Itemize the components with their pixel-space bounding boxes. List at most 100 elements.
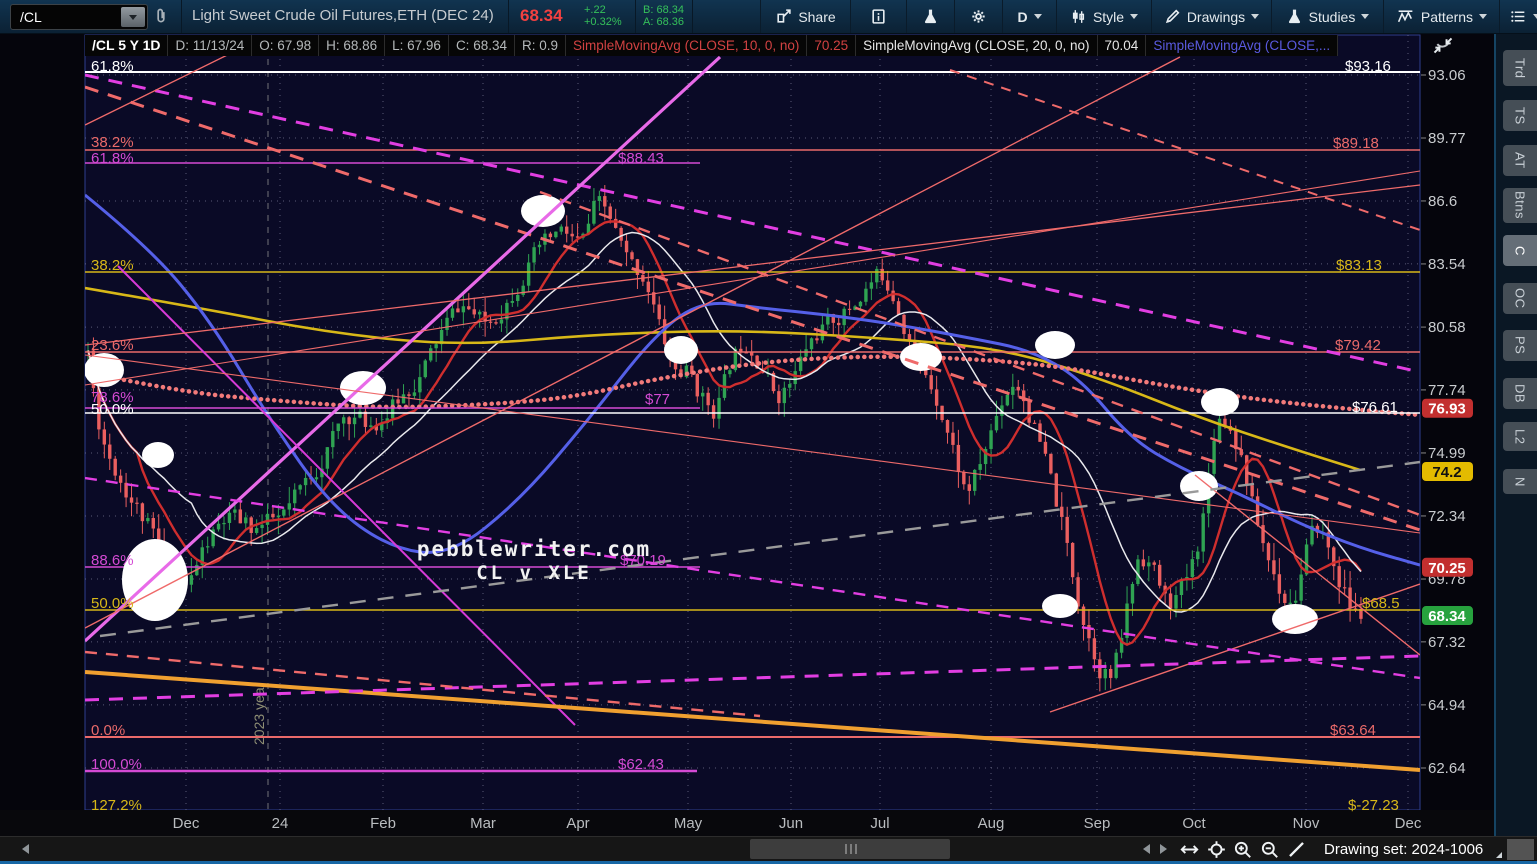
svg-text:68.34: 68.34 [1428,608,1466,625]
price-chart-canvas[interactable]: 2023 year 61.8% $93.16 38.2% $89.18 61.8% $88.… [0,33,1497,836]
svg-text:$77: $77 [645,391,670,408]
moving-average-lines [85,193,1420,646]
nav-left-icon[interactable] [1143,844,1150,854]
pencil-icon [1164,8,1181,25]
chart-menu-button[interactable] [1499,0,1537,33]
svg-text:Dec: Dec [173,815,200,832]
crosshair-icon[interactable] [1207,840,1226,859]
svg-text:$93.16: $93.16 [1345,58,1391,75]
style-button-label: Style [1092,8,1125,25]
study-value: 70.25 [807,35,857,56]
year-marker: 2023 year [251,35,269,810]
note-icon [870,8,887,25]
svg-text:89.77: 89.77 [1428,130,1466,147]
drawing-set-label[interactable]: Drawing set: 2024-1006 [1324,841,1484,858]
trendline-drawings[interactable] [85,35,1420,772]
scroll-left-icon[interactable] [22,844,29,854]
chevron-down-icon [1361,14,1370,19]
svg-text:86.6: 86.6 [1428,193,1457,210]
toolbar-separator [692,0,693,33]
study-value: 70.04 [1097,35,1147,56]
gadget-tab-btns[interactable]: Btns [1503,188,1537,223]
ohlc-field: H: 68.86 [319,35,386,56]
share-button-label: Share [798,8,836,25]
ask-value: A: 68.36 [643,16,684,28]
gadget-tab-oc[interactable]: OC [1503,283,1537,314]
toolbar-separator [508,0,509,33]
gadget-tab-at[interactable]: AT [1503,145,1537,176]
svg-text:Oct: Oct [1182,815,1206,832]
price-axis-ticks: 93.06 89.77 86.6 83.54 80.58 77.74 74.99 72.34 6… [1421,67,1466,777]
drawings-button-label: Drawings [1186,8,1246,25]
bid-ask: B: 68.34 A: 68.36 [643,4,684,28]
symbol-input-group[interactable]: /CL [10,4,148,30]
chart-header-strip: /CL 5 Y 1D D: 11/13/24 O: 67.98 H: 68.86 L: … [85,35,1339,56]
gadget-tab-l2[interactable]: L2 [1503,422,1537,451]
gadget-tab-ts[interactable]: TS [1503,100,1537,131]
scrollbar-thumb[interactable] [750,839,950,859]
svg-text:0.0%: 0.0% [91,722,125,739]
timeframe-button-label: D [1017,8,1028,25]
zoom-in-icon[interactable] [1233,840,1252,859]
svg-text:CL v XLE: CL v XLE [476,562,592,584]
settings-button[interactable] [954,0,1002,33]
study-label: SimpleMovingAvg (CLOSE, 10, 0, no) [566,35,808,56]
svg-text:127.2%: 127.2% [91,797,142,814]
share-icon [775,8,792,25]
chart-status-bar: Drawing set: 2024-1006 [0,836,1537,862]
fib-level-labels: 61.8% $93.16 38.2% $89.18 61.8% $88.43 38.2% $8… [91,58,1400,814]
drawing-set-caret-icon[interactable] [1496,852,1502,858]
svg-text:$-27.23: $-27.23 [1348,797,1399,814]
resize-grip[interactable] [1507,839,1534,860]
pan-icon[interactable] [1180,840,1199,859]
svg-text:Dec: Dec [1395,815,1422,832]
svg-text:$76.61: $76.61 [1352,399,1398,416]
last-price: 68.34 [520,6,563,25]
gadget-tab-db[interactable]: DB [1503,378,1537,409]
fib-level-lines[interactable] [85,71,1420,773]
symbol-input[interactable]: /CL [20,9,42,25]
svg-text:$83.13: $83.13 [1336,257,1382,274]
draw-icon[interactable] [1287,840,1306,859]
svg-text:67.32: 67.32 [1428,634,1466,651]
svg-text:74.2: 74.2 [1432,464,1461,481]
svg-text:Jun: Jun [779,815,803,832]
list-icon [1510,8,1527,25]
price-change: +.22 +0.32% [584,4,622,28]
svg-text:50.0%: 50.0% [91,401,134,418]
nav-right-icon[interactable] [1160,844,1167,854]
gadget-tab-n[interactable]: N [1503,469,1537,494]
share-button[interactable]: Share [760,0,850,33]
svg-text:Aug: Aug [978,815,1005,832]
candles-icon [1070,8,1087,25]
svg-text:38.2%: 38.2% [91,257,134,274]
patterns-button[interactable]: Patterns [1383,0,1499,33]
studies-button-label: Studies [1308,8,1356,25]
patterns-button-label: Patterns [1420,8,1474,25]
chart-toolbar: /CL Light Sweet Crude Oil Futures,ETH (D… [0,0,1537,34]
chevron-down-icon [1033,14,1042,19]
time-axis-labels: Dec 24 Feb Mar Apr May Jun Jul Aug Sep Oct Nov Dec [173,815,1422,832]
gadget-tab-c[interactable]: C [1503,235,1537,266]
drawings-button[interactable]: Drawings [1151,0,1271,33]
timeframe-button[interactable]: D [1002,0,1056,33]
link-charts-icon[interactable] [152,7,170,25]
gadget-tab-trd[interactable]: Trd [1503,50,1537,86]
svg-text:88.6%: 88.6% [91,552,134,569]
svg-text:74.99: 74.99 [1428,445,1466,462]
fit-to-window-icon[interactable] [1431,37,1457,55]
svg-text:$63.64: $63.64 [1330,722,1376,739]
symbol-dropdown-button[interactable] [121,7,145,27]
style-button[interactable]: Style [1056,0,1151,33]
zoom-out-icon[interactable] [1260,840,1279,859]
studies-button[interactable]: Studies [1271,0,1383,33]
quick-study-button[interactable] [906,0,954,33]
svg-text:$68.5: $68.5 [1362,595,1400,612]
chevron-down-icon [1130,14,1139,19]
study-label: SimpleMovingAvg (CLOSE, 20, 0, no) [856,35,1098,56]
notes-button[interactable] [850,0,906,33]
gadget-tab-strip: Trd TS AT Btns C OC PS DB L2 N [1494,33,1537,836]
gadget-tab-ps[interactable]: PS [1503,330,1537,361]
